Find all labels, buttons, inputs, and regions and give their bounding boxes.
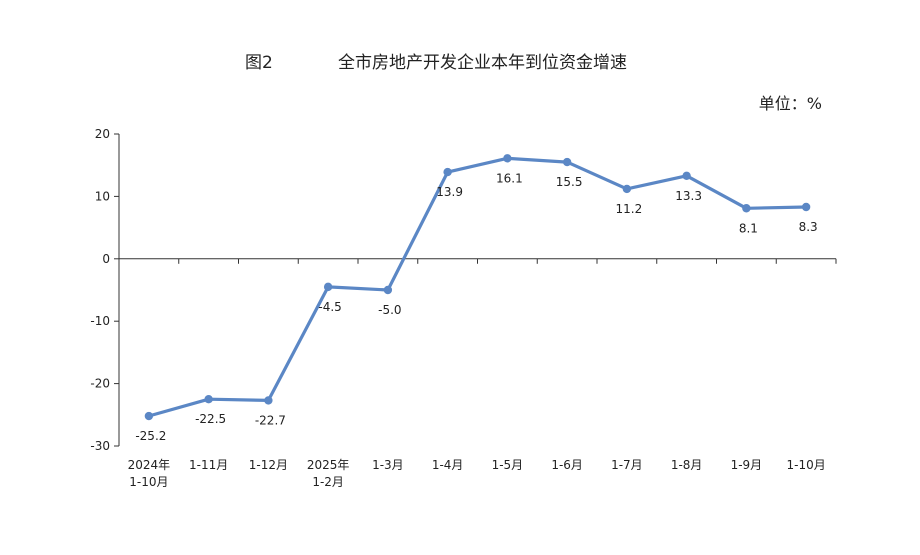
data-point xyxy=(323,282,333,292)
data-label: 8.1 xyxy=(739,221,758,235)
data-labels: -25.2 -22.5 -22.7 -4.5 -5.0 13.9 16.1 15.5 11.2 1… xyxy=(135,171,817,443)
series-line xyxy=(144,154,811,421)
data-label: -5.0 xyxy=(378,303,401,317)
x-tick-label: 1-12月 xyxy=(249,458,288,472)
x-axis-ticks: 2024年 1-10月 1-11月 1-12月 2025年 1-2月 1-3月 1-4月 1-5… xyxy=(118,258,837,489)
y-tick-label: -20 xyxy=(90,377,110,391)
data-point xyxy=(742,204,751,213)
data-point xyxy=(682,171,691,181)
data-label: -25.2 xyxy=(135,429,166,443)
chart-title: 全市房地产开发企业本年到位资金增速 xyxy=(338,53,627,73)
data-point xyxy=(264,396,273,405)
data-point xyxy=(144,411,154,421)
x-tick-label: 2024年 1-10月 xyxy=(128,458,171,489)
y-axis-ticks: -30 -20 -10 0 10 20 xyxy=(90,127,119,453)
series-polyline xyxy=(147,156,808,418)
x-tick-label: 1-4月 xyxy=(432,458,464,472)
data-label: 16.1 xyxy=(496,171,523,185)
data-label: 15.5 xyxy=(556,175,583,189)
x-tick-label: 1-8月 xyxy=(671,458,703,472)
data-point xyxy=(443,167,452,177)
data-point xyxy=(801,202,811,212)
data-point xyxy=(562,157,572,167)
y-tick-label: 0 xyxy=(102,252,110,266)
data-point xyxy=(503,154,512,163)
unit-label: 单位：% xyxy=(758,94,822,113)
x-tick-label: 1-6月 xyxy=(551,458,583,472)
x-tick-label: 1-9月 xyxy=(731,458,763,472)
figure-label: 图2 xyxy=(245,53,273,73)
y-tick-label: -10 xyxy=(90,314,110,328)
x-tick-label: 1-3月 xyxy=(372,458,404,472)
x-tick-label: 1-7月 xyxy=(611,458,643,472)
data-label: 13.3 xyxy=(675,189,702,203)
data-label: -22.7 xyxy=(255,413,286,427)
x-tick-label: 2025年 1-2月 xyxy=(307,458,350,489)
x-tick-label: 1-5月 xyxy=(492,458,524,472)
data-label: -22.5 xyxy=(195,412,226,426)
data-label: -4.5 xyxy=(318,300,341,314)
data-point xyxy=(204,395,213,404)
data-point xyxy=(622,184,632,194)
x-tick-label: 1-10月 xyxy=(787,458,826,472)
y-tick-label: 10 xyxy=(95,189,110,203)
data-point xyxy=(383,285,393,295)
data-label: 11.2 xyxy=(616,202,643,216)
data-label: 8.3 xyxy=(799,220,818,234)
x-tick-label: 1-11月 xyxy=(189,458,228,472)
y-tick-label: 20 xyxy=(95,127,110,141)
data-label: 13.9 xyxy=(436,185,463,199)
y-tick-label: -30 xyxy=(90,439,110,453)
